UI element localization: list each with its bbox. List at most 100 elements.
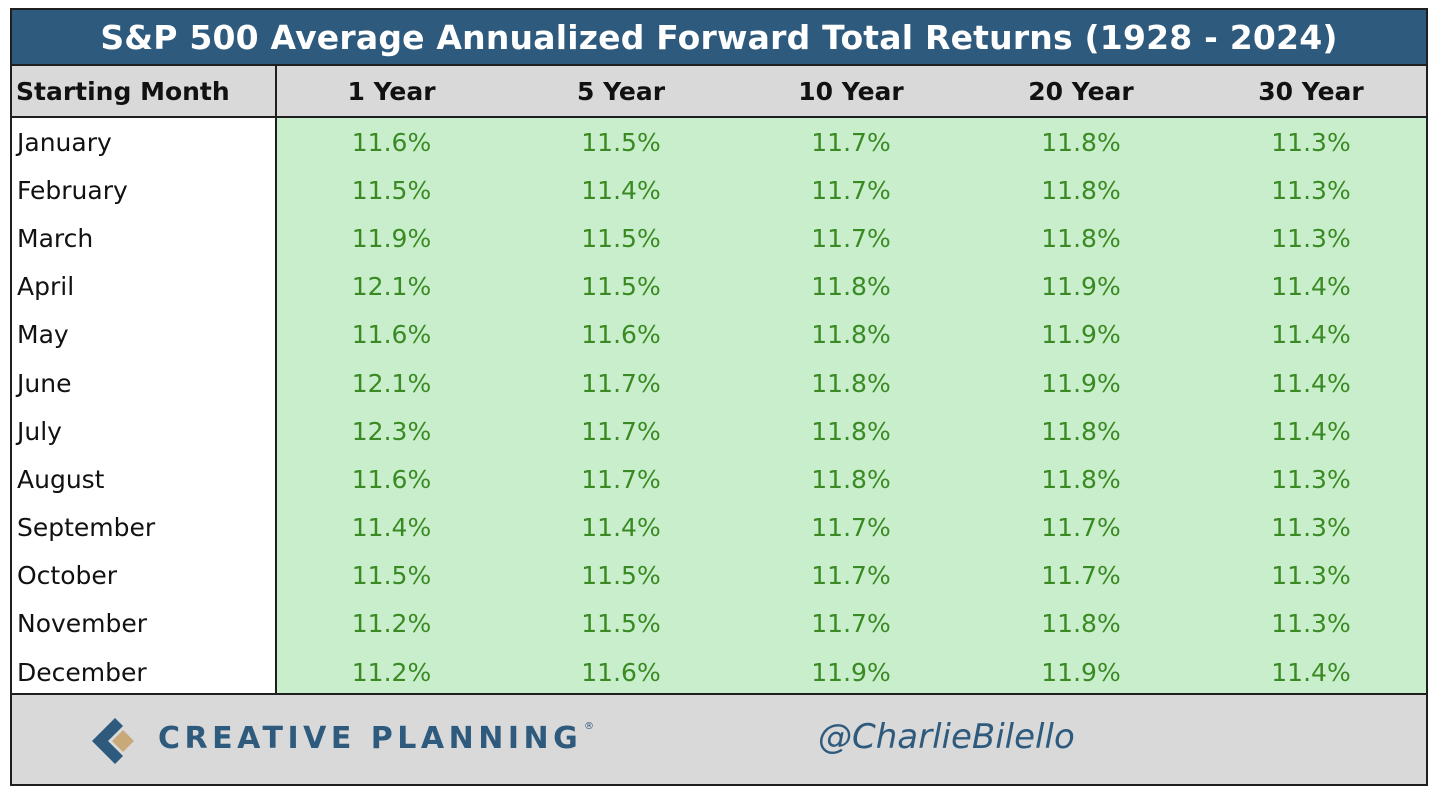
table-row: February 11.5% 11.4% 11.7% 11.8% 11.3% — [12, 166, 1426, 215]
return-value: 11.5% — [506, 117, 736, 167]
return-value: 11.9% — [276, 214, 506, 263]
return-value: 11.3% — [1196, 551, 1426, 600]
return-value: 11.8% — [966, 214, 1196, 263]
return-value: 11.5% — [506, 551, 736, 600]
month-label: April — [12, 262, 277, 311]
month-label: May — [12, 310, 277, 359]
month-label: March — [12, 214, 277, 263]
return-value: 11.7% — [506, 358, 736, 408]
return-value: 11.6% — [506, 648, 736, 697]
returns-table: Starting Month 1 Year 5 Year 10 Year 20 Year… — [12, 66, 1426, 697]
return-value: 11.8% — [966, 407, 1196, 456]
column-header: 20 Year — [966, 66, 1196, 118]
return-value: 11.7% — [736, 599, 966, 649]
month-label: January — [12, 117, 277, 167]
return-value: 11.7% — [736, 214, 966, 263]
month-label: February — [12, 166, 277, 215]
return-value: 11.7% — [736, 166, 966, 215]
column-header: 5 Year — [506, 66, 736, 118]
author-handle: @CharlieBilello — [818, 717, 1075, 757]
return-value: 11.8% — [966, 599, 1196, 649]
return-value: 11.7% — [736, 551, 966, 600]
return-value: 11.7% — [736, 503, 966, 552]
return-value: 11.8% — [736, 455, 966, 504]
return-value: 11.6% — [506, 310, 736, 359]
brand-name: CREATIVE PLANNING — [158, 721, 583, 756]
return-value: 11.8% — [966, 117, 1196, 167]
return-value: 11.7% — [966, 503, 1196, 552]
table-row: May 11.6% 11.6% 11.8% 11.9% 11.4% — [12, 310, 1426, 359]
return-value: 11.7% — [506, 455, 736, 504]
footer: CREATIVE PLANNING ® @CharlieBilello — [12, 693, 1426, 784]
column-header: 1 Year — [276, 66, 506, 118]
table-title: S&P 500 Average Annualized Forward Total… — [12, 10, 1426, 66]
return-value: 11.8% — [966, 166, 1196, 215]
month-label: September — [12, 503, 277, 552]
month-label: October — [12, 551, 277, 600]
return-value: 11.4% — [506, 166, 736, 215]
return-value: 11.2% — [276, 648, 506, 697]
return-value: 12.1% — [276, 358, 506, 408]
return-value: 11.9% — [966, 310, 1196, 359]
return-value: 11.3% — [1196, 599, 1426, 649]
table-row: October 11.5% 11.5% 11.7% 11.7% 11.3% — [12, 551, 1426, 600]
return-value: 11.7% — [506, 407, 736, 456]
table-row: March 11.9% 11.5% 11.7% 11.8% 11.3% — [12, 214, 1426, 263]
return-value: 11.4% — [506, 503, 736, 552]
return-value: 11.2% — [276, 599, 506, 649]
return-value: 11.6% — [276, 310, 506, 359]
return-value: 11.3% — [1196, 117, 1426, 167]
return-value: 11.8% — [736, 262, 966, 311]
table-row: November 11.2% 11.5% 11.7% 11.8% 11.3% — [12, 599, 1426, 649]
return-value: 11.8% — [736, 407, 966, 456]
return-value: 11.4% — [276, 503, 506, 552]
return-value: 11.3% — [1196, 214, 1426, 263]
month-label: December — [12, 648, 277, 697]
return-value: 11.3% — [1196, 503, 1426, 552]
creative-planning-logo-icon — [92, 718, 134, 764]
return-value: 11.3% — [1196, 166, 1426, 215]
return-value: 11.6% — [276, 455, 506, 504]
return-value: 11.4% — [1196, 648, 1426, 697]
return-value: 12.3% — [276, 407, 506, 456]
return-value: 11.8% — [966, 455, 1196, 504]
return-value: 11.4% — [1196, 262, 1426, 311]
month-label: August — [12, 455, 277, 504]
month-label: June — [12, 358, 277, 408]
return-value: 11.9% — [966, 262, 1196, 311]
return-value: 11.8% — [736, 310, 966, 359]
month-label: July — [12, 407, 277, 456]
header-row: Starting Month 1 Year 5 Year 10 Year 20 Year… — [12, 66, 1426, 118]
table-row: August 11.6% 11.7% 11.8% 11.8% 11.3% — [12, 455, 1426, 504]
return-value: 11.5% — [276, 551, 506, 600]
return-value: 11.9% — [736, 648, 966, 697]
return-value: 11.5% — [506, 262, 736, 311]
return-value: 11.7% — [966, 551, 1196, 600]
return-value: 11.5% — [276, 166, 506, 215]
return-value: 11.4% — [1196, 407, 1426, 456]
return-value: 11.5% — [506, 214, 736, 263]
return-value: 11.9% — [966, 648, 1196, 697]
table-row: April 12.1% 11.5% 11.8% 11.9% 11.4% — [12, 262, 1426, 311]
table-row: December 11.2% 11.6% 11.9% 11.9% 11.4% — [12, 648, 1426, 697]
table-body: January 11.6% 11.5% 11.7% 11.8% 11.3% February… — [12, 117, 1426, 697]
column-header-starting-month: Starting Month — [12, 66, 277, 118]
return-value: 12.1% — [276, 262, 506, 311]
return-value: 11.4% — [1196, 358, 1426, 408]
table-row: September 11.4% 11.4% 11.7% 11.7% 11.3% — [12, 503, 1426, 552]
return-value: 11.8% — [736, 358, 966, 408]
month-label: November — [12, 599, 277, 649]
return-value: 11.4% — [1196, 310, 1426, 359]
return-value: 11.7% — [736, 117, 966, 167]
registered-mark: ® — [584, 721, 594, 732]
return-value: 11.6% — [276, 117, 506, 167]
return-value: 11.9% — [966, 358, 1196, 408]
column-header: 10 Year — [736, 66, 966, 118]
table-row: July 12.3% 11.7% 11.8% 11.8% 11.4% — [12, 407, 1426, 456]
return-value: 11.5% — [506, 599, 736, 649]
table-row: January 11.6% 11.5% 11.7% 11.8% 11.3% — [12, 117, 1426, 167]
column-header: 30 Year — [1196, 66, 1426, 118]
table-frame: S&P 500 Average Annualized Forward Total… — [10, 8, 1428, 786]
return-value: 11.3% — [1196, 455, 1426, 504]
table-row: June 12.1% 11.7% 11.8% 11.9% 11.4% — [12, 358, 1426, 408]
